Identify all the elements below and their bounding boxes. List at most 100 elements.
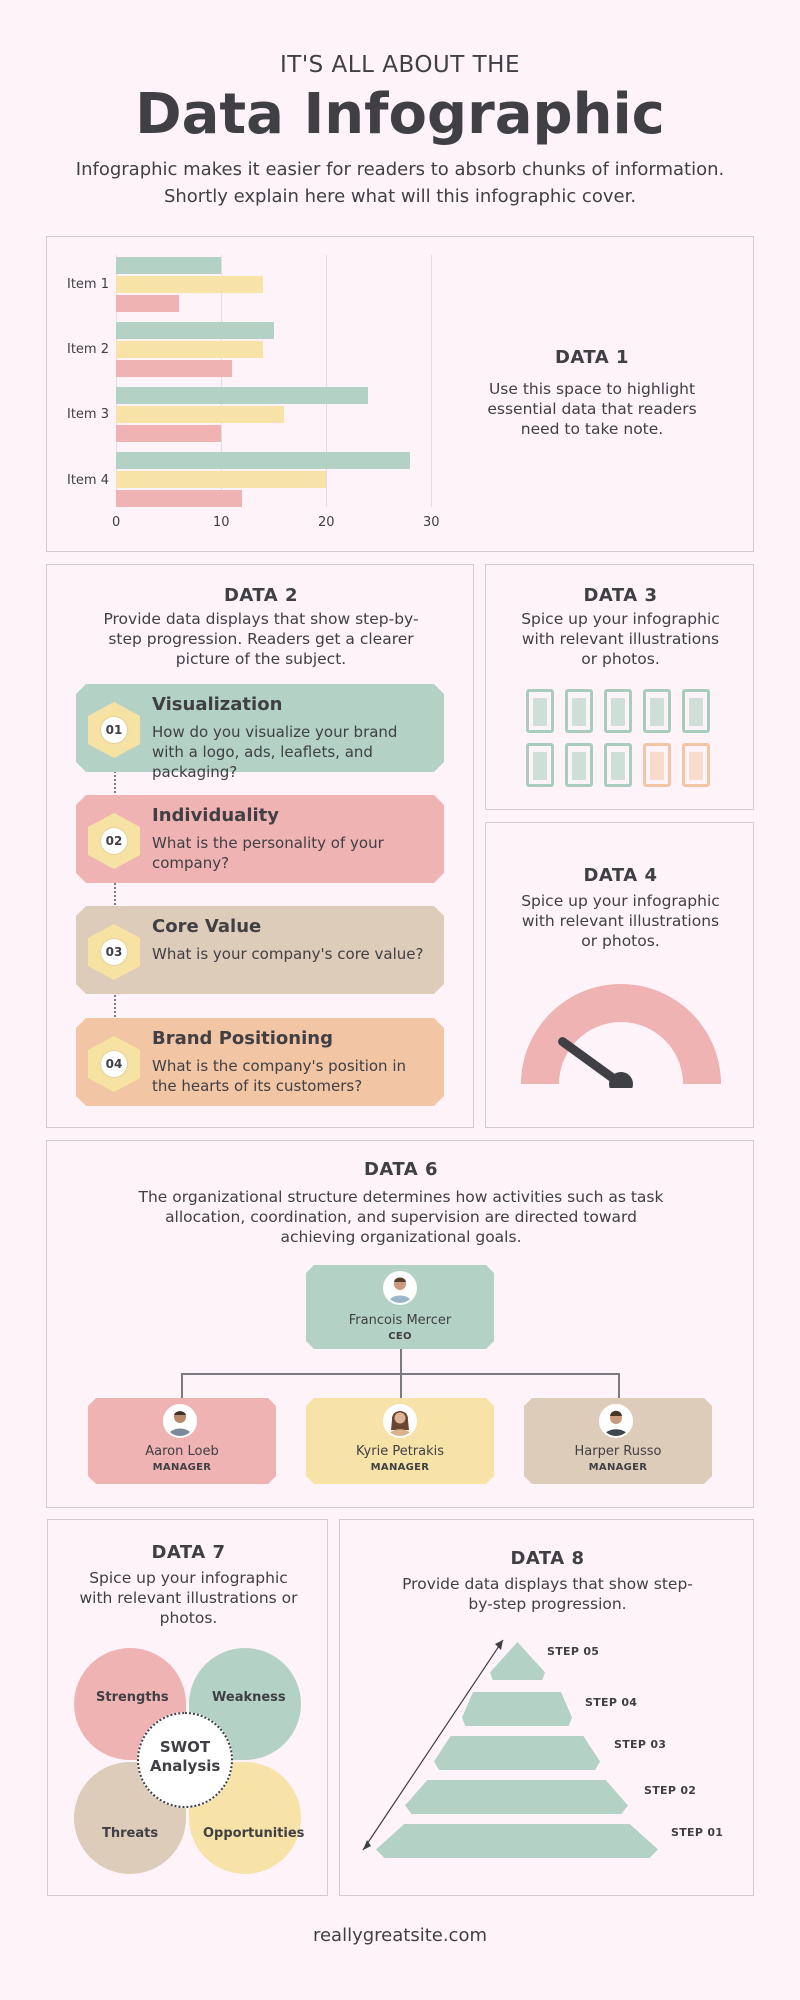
data7-desc: Spice up your infographic with relevant …	[79, 1569, 298, 1627]
gauge-icon	[521, 984, 721, 1088]
org-role: MANAGER	[152, 1462, 212, 1473]
step-title: Core Value	[152, 916, 262, 937]
pyramid-tier	[376, 1824, 658, 1858]
org-name: Harper Russo	[574, 1444, 662, 1459]
chart-bar	[116, 322, 274, 339]
glass-icon	[526, 689, 554, 733]
data8-title: DATA 8	[510, 1548, 585, 1569]
swot-label-weakness: Weakness	[212, 1690, 286, 1705]
data4-desc: Spice up your infographic with relevant …	[521, 892, 720, 950]
step-item: 03 Core Value What is your company's cor…	[76, 906, 444, 994]
pyramid-tier	[462, 1692, 572, 1726]
data8-panel: DATA 8 Provide data displays that show s…	[339, 1519, 754, 1896]
chart-bar	[116, 295, 179, 312]
org-connector	[181, 1373, 183, 1398]
chart-bar	[116, 452, 410, 469]
step-title: Brand Positioning	[152, 1028, 333, 1049]
page-title: Data Infographic	[135, 82, 665, 147]
org-name: Francois Mercer	[348, 1313, 452, 1328]
footer-site-link[interactable]: reallygreatsite.com	[312, 1925, 488, 1946]
org-card-manager: Kyrie Petrakis MANAGER	[306, 1398, 494, 1484]
step-number: 04	[101, 1051, 127, 1077]
chart-x-tick: 10	[213, 515, 230, 530]
data3-panel: DATA 3 Spice up your infographic with re…	[485, 564, 754, 810]
pyramid-tier	[434, 1736, 600, 1770]
chart-x-tick: 30	[423, 515, 440, 530]
step-title: Visualization	[152, 694, 283, 715]
data8-desc: Provide data displays that show step-by-…	[402, 1575, 693, 1613]
org-role: CEO	[388, 1331, 412, 1342]
gridline	[116, 255, 117, 507]
chart-bar	[116, 387, 368, 404]
data7-title: DATA 7	[151, 1542, 226, 1563]
data7-panel: DATA 7 Spice up your infographic with re…	[47, 1519, 328, 1896]
avatar	[599, 1404, 633, 1438]
swot-label-opportunities: Opportunities	[203, 1826, 305, 1841]
org-card-ceo: Francois Mercer CEO	[306, 1265, 494, 1349]
pyramid-step-label: STEP 01	[671, 1826, 724, 1839]
step-title: Individuality	[152, 805, 279, 826]
step-desc: How do you visualize your brand with a l…	[152, 723, 398, 781]
avatar	[383, 1271, 417, 1305]
step-number: 01	[101, 717, 127, 743]
chart-category-label: Item 3	[67, 407, 109, 422]
glass-icon	[682, 743, 710, 787]
pyramid-step-label: STEP 03	[614, 1738, 667, 1751]
chart-category-label: Item 2	[67, 342, 109, 357]
pyramid-step-label: STEP 02	[644, 1784, 697, 1797]
swot-label-strengths: Strengths	[96, 1690, 169, 1705]
data2-desc: Provide data displays that show step-by-…	[103, 610, 419, 668]
org-connector	[618, 1373, 620, 1398]
data2-title: DATA 2	[223, 585, 299, 606]
gridline	[431, 255, 432, 507]
data4-panel: DATA 4 Spice up your infographic with re…	[485, 822, 754, 1128]
glass-icon	[526, 743, 554, 787]
header-intro: Infographic makes it easier for readers …	[75, 159, 725, 207]
data6-panel: DATA 6 The organizational structure dete…	[46, 1140, 754, 1508]
chart-bar	[116, 406, 284, 423]
glass-icon	[643, 743, 671, 787]
org-name: Aaron Loeb	[145, 1444, 219, 1459]
glass-icon	[604, 743, 632, 787]
org-connector	[400, 1347, 402, 1374]
swot-center-label: SWOT Analysis	[150, 1738, 221, 1775]
pyramid-step-label: STEP 05	[547, 1645, 600, 1658]
glass-icon	[682, 689, 710, 733]
pyramid-arrow-icon	[362, 1639, 504, 1851]
org-role: MANAGER	[588, 1462, 648, 1473]
step-desc: What is the company's position in the he…	[152, 1057, 407, 1095]
avatar	[383, 1404, 417, 1438]
chart-bar	[116, 276, 263, 293]
data1-desc: Use this space to highlight essential da…	[487, 380, 697, 438]
data2-panel: DATA 2 Provide data displays that show s…	[46, 564, 474, 1128]
org-card-manager: Harper Russo MANAGER	[524, 1398, 712, 1484]
chart-bar	[116, 471, 326, 488]
glass-icon	[565, 743, 593, 787]
swot-label-threats: Threats	[102, 1826, 159, 1841]
gridline	[221, 255, 222, 507]
pyramid-step-label: STEP 04	[585, 1696, 638, 1709]
gauge-hub	[609, 1072, 633, 1088]
chart-bar	[116, 360, 232, 377]
org-name: Kyrie Petrakis	[355, 1444, 445, 1459]
data3-title: DATA 3	[583, 585, 658, 606]
header-subtitle: IT'S ALL ABOUT THE	[279, 52, 521, 78]
data1-title: DATA 1	[554, 347, 630, 368]
org-role: MANAGER	[370, 1462, 430, 1473]
gauge-needle	[558, 1037, 626, 1088]
step-desc: What is your company's core value?	[152, 945, 424, 963]
avatar	[163, 1404, 197, 1438]
glass-icon	[565, 689, 593, 733]
glass-icon	[604, 689, 632, 733]
chart-x-tick: 20	[318, 515, 335, 530]
chart-bar	[116, 490, 242, 507]
org-connector	[400, 1373, 402, 1398]
chart-x-tick: 0	[112, 515, 121, 530]
chart-bar	[116, 341, 263, 358]
data1-panel: Item 1 Item 2 Item 3 Item 4 0 10 20 30 D…	[46, 236, 754, 552]
chart-bar	[116, 257, 221, 274]
glass-icon	[643, 689, 671, 733]
step-desc: What is the personality of your company?	[152, 834, 384, 872]
step-number: 03	[101, 939, 127, 965]
swot-center: SWOT Analysis	[137, 1712, 233, 1808]
